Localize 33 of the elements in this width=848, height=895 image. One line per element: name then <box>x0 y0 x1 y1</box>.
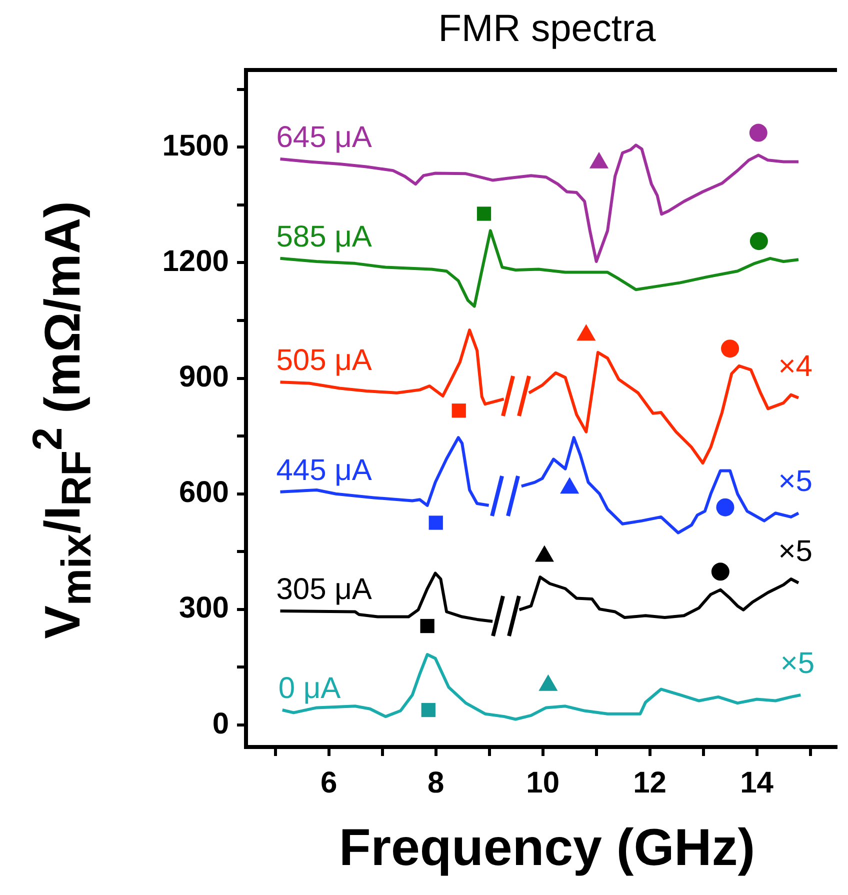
point <box>428 516 443 530</box>
point <box>420 618 434 634</box>
point <box>716 498 734 516</box>
series-label: 505 μA <box>276 344 372 378</box>
point <box>452 404 466 418</box>
x-tick-label: 8 <box>428 766 444 800</box>
point <box>721 340 740 358</box>
point <box>749 124 768 142</box>
x-tick-label: 14 <box>740 766 774 800</box>
y-tick-label: 0 <box>212 707 229 740</box>
series-label: 305 μA <box>276 572 372 606</box>
series-label: 0 μA <box>278 672 341 706</box>
point <box>476 206 492 221</box>
y-tick-label: 300 <box>178 592 229 625</box>
point <box>421 702 436 718</box>
x-tick-label: 10 <box>526 766 560 800</box>
series-label: 645 μA <box>276 121 372 154</box>
x-tick-label: 12 <box>633 766 666 800</box>
series-label: 585 μA <box>276 220 372 254</box>
y-tick-label: 600 <box>178 476 229 510</box>
annotation: ×5 <box>780 646 815 680</box>
y-tick-label: 1200 <box>162 244 229 278</box>
x-axis-title: Frequency (GHz) <box>338 818 756 878</box>
x-tick-label: 6 <box>320 766 338 800</box>
y-tick-label: 900 <box>178 360 229 394</box>
annotation: ×4 <box>778 350 812 383</box>
annotation: ×5 <box>778 534 812 568</box>
annotation: ×5 <box>778 465 812 498</box>
point <box>711 562 730 581</box>
series-label: 445 μA <box>276 454 372 487</box>
point <box>750 232 768 250</box>
y-tick-label: 1500 <box>162 129 229 162</box>
chart-title: FMR spectra <box>437 8 657 51</box>
